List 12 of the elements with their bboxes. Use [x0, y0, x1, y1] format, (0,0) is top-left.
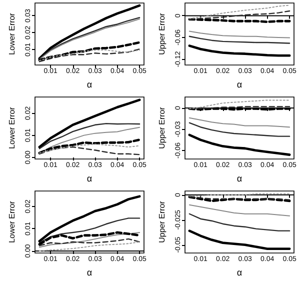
x-axis-title: α — [86, 268, 92, 278]
y-axis-title: Upper Error — [158, 200, 166, 243]
y-axis-title: Lower Error — [8, 106, 16, 149]
x-axis-title: α — [236, 268, 242, 278]
x-axis-title: α — [236, 80, 242, 90]
y-axis-title: Upper Error — [158, 12, 166, 55]
x-axis-title: α — [86, 174, 92, 184]
x-axis-title: α — [86, 80, 92, 90]
y-axis-title: Lower Error — [8, 200, 16, 243]
x-axis-title: α — [236, 174, 242, 184]
y-axis-title: Lower Error — [8, 12, 16, 55]
y-axis-title: Upper Error — [158, 106, 166, 149]
